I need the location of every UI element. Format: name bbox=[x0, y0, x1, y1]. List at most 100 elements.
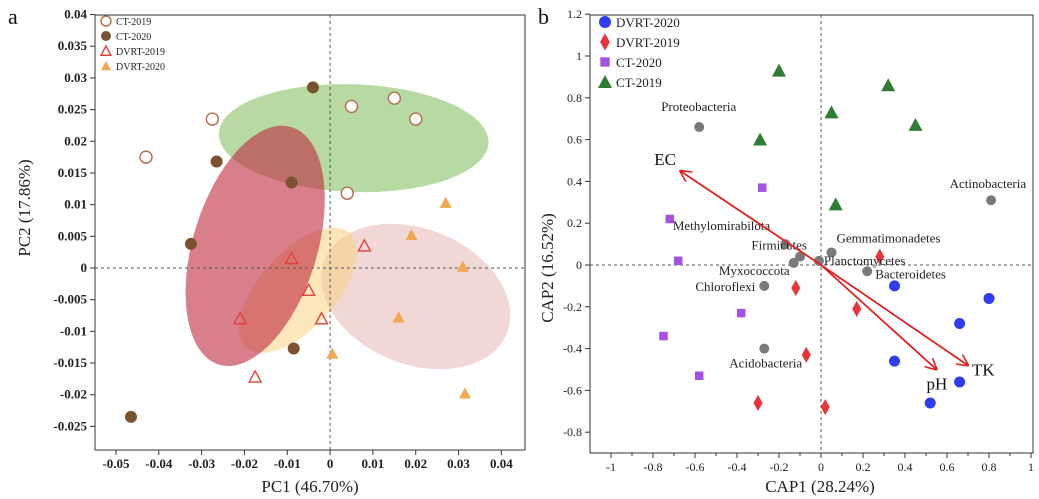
species-label-bacteroidetes: Bacteroidetes bbox=[875, 266, 946, 281]
panel-b-label: b bbox=[538, 4, 549, 29]
panel-a-axes: -0.05 -0.04 -0.03 -0.02 -0.01 0 0.01 0.02 0.03 0.… bbox=[53, 7, 526, 471]
y-tick-label: 0.005 bbox=[58, 228, 88, 243]
plot-frame bbox=[94, 14, 526, 451]
x-tick-label: 0.03 bbox=[447, 456, 470, 471]
vector-arrow-ec bbox=[680, 171, 822, 266]
panel-a-xlabel: PC1 (46.70%) bbox=[261, 477, 358, 496]
panel-b-xlabel: CAP1 (28.24%) bbox=[765, 477, 875, 496]
point-dvrt-2020 bbox=[392, 311, 405, 323]
panel-b: b CAP2 (16.52%) CAP1 (28.24%) Proteobact… bbox=[538, 4, 1034, 496]
y-tick-label: 0.8 bbox=[567, 91, 582, 105]
legend-label-ct-2020: CT-2020 bbox=[616, 55, 662, 70]
y-tick-label: -0.8 bbox=[563, 425, 582, 439]
point-ct-2020 bbox=[665, 214, 675, 224]
point-ct-2019 bbox=[340, 186, 354, 200]
point-dvrt-2020 bbox=[983, 292, 995, 304]
point-ct-2020 bbox=[287, 342, 300, 355]
point-ct-2019 bbox=[772, 63, 786, 77]
legend-label-dvrt-2020: DVRT-2020 bbox=[616, 15, 680, 30]
x-tick-label: -0.6 bbox=[686, 460, 705, 474]
panel-a-ylabel: PC2 (17.86%) bbox=[15, 159, 34, 256]
y-tick-label: 0.015 bbox=[58, 165, 88, 180]
point-dvrt-2020 bbox=[954, 376, 966, 388]
plot-frame bbox=[589, 14, 1034, 454]
y-tick-label: 0.6 bbox=[567, 133, 582, 147]
x-tick-label: -0.2 bbox=[770, 460, 789, 474]
point-ct-2020 bbox=[285, 176, 298, 189]
y-tick-label: -0.015 bbox=[53, 355, 87, 370]
point-dvrt-2019 bbox=[357, 238, 372, 252]
species-point-gemmatimonadetes bbox=[826, 247, 837, 258]
x-tick-label: 0.04 bbox=[490, 456, 513, 471]
y-tick-label: 0.02 bbox=[64, 133, 87, 148]
y-tick-label: -0.02 bbox=[60, 387, 87, 402]
y-tick-label: -0.6 bbox=[563, 383, 582, 397]
vector-arrow-ph bbox=[820, 264, 937, 370]
point-ct-2019 bbox=[387, 91, 402, 105]
panel-b-legend: DVRT-2020 DVRT-2019 CT-2020 CT-2019 bbox=[598, 15, 680, 90]
vector-label-tk: TK bbox=[972, 360, 995, 379]
vector-label-ec: EC bbox=[654, 150, 676, 169]
species-label-firmicutes: Firmicutes bbox=[751, 238, 807, 253]
point-dvrt-2020 bbox=[405, 229, 418, 241]
point-dvrt-2020 bbox=[889, 280, 900, 292]
species-point-planctomycetes bbox=[813, 255, 824, 266]
point-ct-2020 bbox=[210, 155, 223, 168]
point-dvrt-2019 bbox=[233, 311, 248, 325]
point-ct-2020 bbox=[736, 308, 746, 318]
y-tick-label: 1 bbox=[576, 49, 582, 63]
point-dvrt-2020 bbox=[439, 196, 452, 208]
y-tick-label: -0.4 bbox=[563, 342, 582, 356]
point-dvrt-2019 bbox=[247, 369, 263, 383]
point-dvrt-2019 bbox=[301, 282, 316, 296]
point-dvrt-2019 bbox=[791, 279, 801, 297]
y-tick-label: -0.025 bbox=[53, 418, 87, 433]
species-point-acidobacteria bbox=[759, 343, 770, 354]
x-tick-label: 0.02 bbox=[404, 456, 427, 471]
species-label-myxococcota: Myxococcota bbox=[719, 263, 790, 278]
panel-b-ylabel: CAP2 (16.52%) bbox=[538, 213, 557, 323]
legend-label-dvrt-2020: DVRT-2020 bbox=[116, 62, 165, 73]
panel-b-reference-lines bbox=[590, 15, 1033, 453]
point-dvrt-2019 bbox=[820, 399, 830, 416]
point-dvrt-2019 bbox=[284, 251, 299, 265]
species-label-chloroflexi: Chloroflexi bbox=[695, 279, 755, 294]
x-tick-label: -0.04 bbox=[145, 456, 173, 471]
panel-b-species: Proteobacteria Actinobacteria Methylomirab… bbox=[661, 99, 1026, 371]
species-point-actinobacteria bbox=[986, 195, 997, 206]
x-tick-label: 0.6 bbox=[940, 460, 955, 474]
panel-a-reference-lines bbox=[95, 15, 525, 450]
legend-marker-dvrt-2020 bbox=[599, 16, 611, 28]
legend-marker-dvrt-2020 bbox=[101, 61, 111, 71]
species-point-chloroflexi bbox=[759, 280, 770, 291]
species-label-proteobacteria: Proteobacteria bbox=[661, 99, 736, 114]
legend-marker-dvrt-2019 bbox=[99, 44, 113, 56]
point-ct-2020 bbox=[124, 410, 137, 423]
species-label-actinobacteria: Actinobacteria bbox=[950, 176, 1027, 191]
y-tick-label: 0.03 bbox=[64, 70, 87, 85]
x-tick-label: 1 bbox=[1028, 460, 1034, 474]
y-tick-label: 0 bbox=[81, 260, 88, 275]
panel-a-label: a bbox=[8, 4, 18, 29]
panel-b-points bbox=[659, 63, 995, 416]
y-tick-label: -0.2 bbox=[563, 300, 582, 314]
point-ct-2019 bbox=[344, 99, 359, 114]
point-ct-2019 bbox=[828, 197, 843, 211]
legend-marker-ct-2019 bbox=[100, 15, 112, 27]
y-tick-label: 0.025 bbox=[58, 102, 88, 117]
point-ct-2019 bbox=[824, 105, 839, 119]
legend-marker-ct-2020 bbox=[101, 31, 111, 41]
legend-label-dvrt-2019: DVRT-2019 bbox=[116, 47, 165, 58]
species-point-bacteroidetes bbox=[862, 266, 873, 277]
point-ct-2019 bbox=[409, 112, 423, 126]
point-dvrt-2019 bbox=[875, 248, 885, 265]
x-tick-label: -0.03 bbox=[188, 456, 216, 471]
point-dvrt-2019 bbox=[801, 346, 811, 363]
species-point-proteobacteria bbox=[694, 122, 705, 133]
x-tick-label: 0.01 bbox=[362, 456, 385, 471]
y-tick-label: 0.04 bbox=[64, 7, 87, 22]
vector-arrow-tk bbox=[820, 264, 968, 365]
panel-a-ellipses bbox=[185, 84, 511, 370]
point-dvrt-2020 bbox=[458, 387, 471, 399]
point-ct-2020 bbox=[673, 256, 683, 266]
